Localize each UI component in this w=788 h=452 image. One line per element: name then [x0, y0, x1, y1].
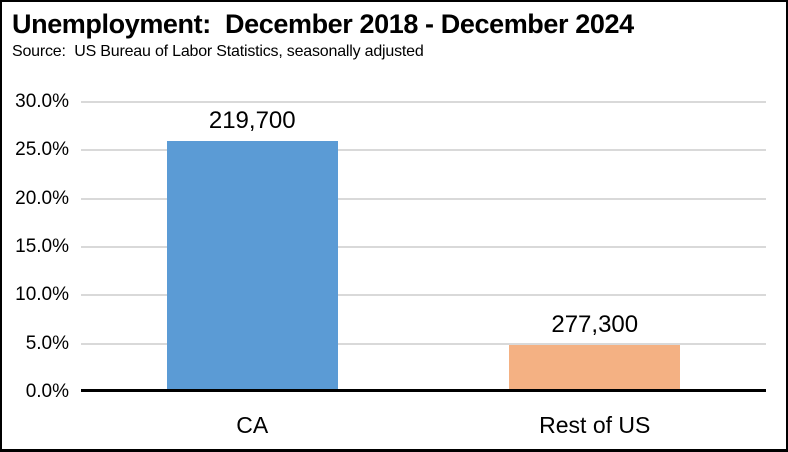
y-tick-label: 30.0% [15, 91, 69, 112]
bar-value-label-rest-of-us: 277,300 [551, 310, 639, 338]
x-category-label-ca: CA [236, 412, 269, 438]
gridline [81, 197, 766, 200]
bar-rest-of-us [509, 344, 681, 392]
gridline [81, 246, 766, 248]
chart-title: Unemployment: December 2018 - December 2… [12, 9, 634, 39]
bar-value-label-ca: 219,700 [208, 106, 296, 134]
y-tick-label: 20.0% [15, 187, 69, 209]
gridline [81, 342, 766, 345]
chart-subtitle: Source: US Bureau of Labor Statistics, s… [12, 43, 424, 60]
gridline [81, 101, 766, 103]
gridline [81, 149, 766, 152]
bar-ca [166, 140, 338, 392]
y-tick-label: 5.0% [25, 332, 69, 354]
y-tick-label: 25.0% [15, 139, 69, 161]
y-tick-label: 15.0% [15, 236, 69, 257]
gridline [81, 294, 766, 297]
y-tick-label: 10.0% [15, 284, 69, 306]
x-axis-line [81, 389, 766, 392]
x-category-label-rest-of-us: Rest of US [539, 412, 651, 438]
plot-area: 219,700 277,300 [81, 101, 766, 392]
y-tick-label: 0.0% [25, 381, 69, 402]
